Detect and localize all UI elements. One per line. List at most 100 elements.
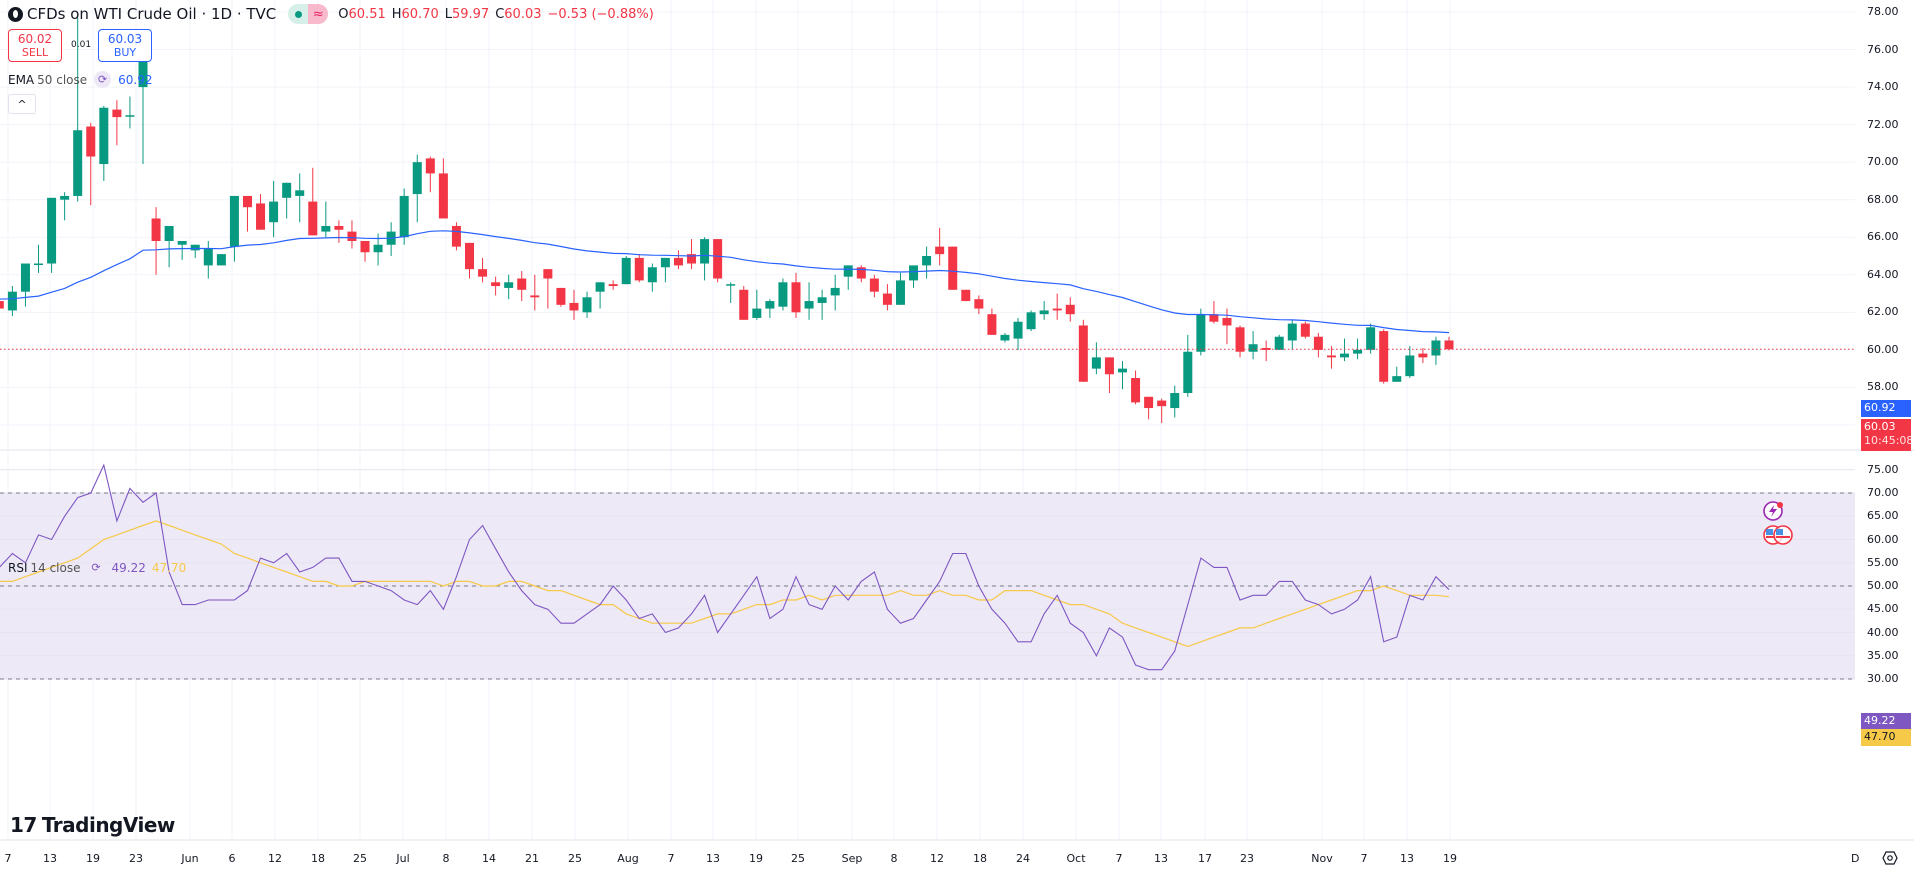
rsi-ma-tag: 47.70 — [1861, 729, 1911, 746]
date-tick-label: 13 — [1154, 852, 1168, 865]
price-tick-label: 70.00 — [1867, 155, 1899, 169]
buy-button[interactable]: 60.03 BUY — [98, 29, 152, 62]
date-tick-label: 17 — [1198, 852, 1212, 865]
low-label: L — [444, 6, 452, 22]
tv-logo-icon: 𝟭𝟳 — [10, 813, 37, 837]
price-tick-label: 60.00 — [1867, 342, 1899, 356]
ema-value: 60.92 — [118, 72, 153, 87]
sell-button[interactable]: 60.02 SELL — [8, 29, 62, 62]
rsi-tick-label: 45.00 — [1867, 602, 1899, 616]
rsi-tick-label: 75.00 — [1867, 462, 1899, 476]
date-tick-label: 23 — [129, 852, 143, 865]
ema-params: 50 close — [37, 72, 88, 87]
rsi-params: 14 close — [30, 560, 81, 575]
rsi-ma-value: 47.70 — [151, 560, 187, 575]
date-tick-label: Nov — [1311, 852, 1333, 865]
buy-label: BUY — [113, 45, 137, 59]
price-tick-label: 78.00 — [1867, 5, 1899, 18]
rsi-tick-label: 50.00 — [1867, 579, 1899, 592]
last-price-value: 60.03 — [1864, 420, 1896, 433]
date-tick-label: Jun — [181, 852, 199, 865]
date-tick-label: 7 — [4, 852, 12, 865]
high-label: H — [391, 6, 402, 22]
rsi-value-tag: 49.22 — [1861, 713, 1911, 729]
rsi-tick-label: 35.00 — [1867, 648, 1899, 662]
rsi-legend[interactable]: RSI 14 close ⟳ 49.22 47.70 — [8, 559, 186, 576]
collapse-legend-button[interactable]: ^ — [8, 94, 36, 114]
oil-drop-icon — [8, 6, 23, 22]
date-tick-label: 7 — [1360, 852, 1368, 865]
date-tick-label: 13 — [43, 852, 57, 865]
chevron-up-icon: ^ — [17, 97, 27, 111]
price-tick-label: 64.00 — [1867, 267, 1899, 281]
refresh-icon[interactable]: ⟳ — [94, 71, 112, 88]
date-tick-label: 14 — [482, 852, 496, 865]
price-change: −0.53 (−0.88%) — [547, 6, 654, 22]
price-tick-label: 62.00 — [1867, 305, 1899, 319]
delayed-data-icon: ≈ — [308, 4, 329, 24]
open-value: 60.51 — [348, 6, 386, 22]
date-tick-label: 19 — [1443, 852, 1457, 865]
high-value: 60.70 — [401, 6, 439, 22]
price-tick-label: 68.00 — [1867, 192, 1899, 206]
date-tick-label: 23 — [1240, 852, 1254, 865]
tradingview-logo[interactable]: 𝟭𝟳 TradingView — [10, 813, 175, 837]
date-tick-label: Sep — [841, 852, 863, 865]
ohlc-values: O60.51 H60.70 L59.97 C60.03 −0.53 (−0.88… — [338, 7, 654, 22]
date-tick-label: 19 — [749, 852, 763, 865]
date-tick-label: 8 — [442, 852, 450, 865]
rsi-tick-label: 55.00 — [1867, 555, 1899, 569]
price-tick-label: 66.00 — [1867, 230, 1899, 244]
price-tick-label: 74.00 — [1867, 80, 1899, 94]
sell-label: SELL — [21, 45, 49, 59]
market-open-icon — [288, 4, 309, 24]
date-tick-label: 18 — [311, 852, 325, 865]
ema-legend[interactable]: EMA 50 close ⟳ 60.92 — [8, 71, 153, 88]
rsi-name: RSI — [8, 560, 28, 575]
date-tick-label: 8 — [890, 852, 898, 865]
close-value: 60.03 — [504, 6, 542, 22]
flash-event-icon — [1763, 501, 1783, 521]
bar-countdown: 10:45:08 — [1864, 434, 1914, 447]
low-value: 59.97 — [451, 6, 490, 22]
close-label: C — [495, 6, 505, 22]
buy-price: 60.03 — [107, 31, 143, 46]
settings-icon[interactable] — [1882, 850, 1898, 866]
price-tick-label: 76.00 — [1867, 42, 1899, 56]
open-label: O — [338, 6, 349, 22]
date-tick-label: 12 — [930, 852, 944, 865]
market-status-pill[interactable]: ≈ — [288, 4, 329, 24]
date-tick-label: 13 — [706, 852, 720, 865]
rsi-tick-label: 60.00 — [1867, 532, 1899, 546]
symbol-title[interactable]: CFDs on WTI Crude Oil · 1D · TVC — [27, 5, 277, 23]
date-tick-label: 6 — [228, 852, 236, 865]
date-tick-label: 25 — [791, 852, 805, 865]
rsi-value: 49.22 — [111, 560, 146, 575]
date-tick-label: 25 — [353, 852, 367, 865]
sell-price: 60.02 — [17, 31, 53, 46]
date-tick-label: 7 — [1115, 852, 1123, 865]
spread-value: 0.01 — [71, 40, 92, 50]
rsi-tick-label: 40.00 — [1867, 625, 1899, 639]
logo-text: TradingView — [41, 813, 176, 837]
rsi-tick-label: 70.00 — [1867, 486, 1899, 499]
date-tick-label: 18 — [973, 852, 987, 865]
events-markers[interactable] — [1761, 500, 1797, 550]
price-tick-label: 58.00 — [1867, 380, 1899, 394]
date-tick-label: Oct — [1066, 852, 1086, 865]
date-tick-label: 13 — [1400, 852, 1414, 865]
date-tick-label: 12 — [268, 852, 282, 865]
date-tick-label: 24 — [1016, 852, 1030, 865]
us-flag-event-icon — [1763, 525, 1793, 545]
ema-price-tag: 60.92 — [1861, 400, 1911, 417]
interval-label[interactable]: D — [1851, 852, 1860, 865]
date-tick-label: Jul — [396, 852, 410, 865]
date-tick-label: 21 — [525, 852, 539, 865]
date-tick-label: 25 — [568, 852, 582, 865]
refresh-icon[interactable]: ⟳ — [87, 559, 105, 576]
symbol-legend: CFDs on WTI Crude Oil · 1D · TVC ≈ O60.5… — [8, 4, 654, 24]
date-tick-label: 19 — [86, 852, 100, 865]
rsi-tick-label: 65.00 — [1867, 509, 1899, 523]
